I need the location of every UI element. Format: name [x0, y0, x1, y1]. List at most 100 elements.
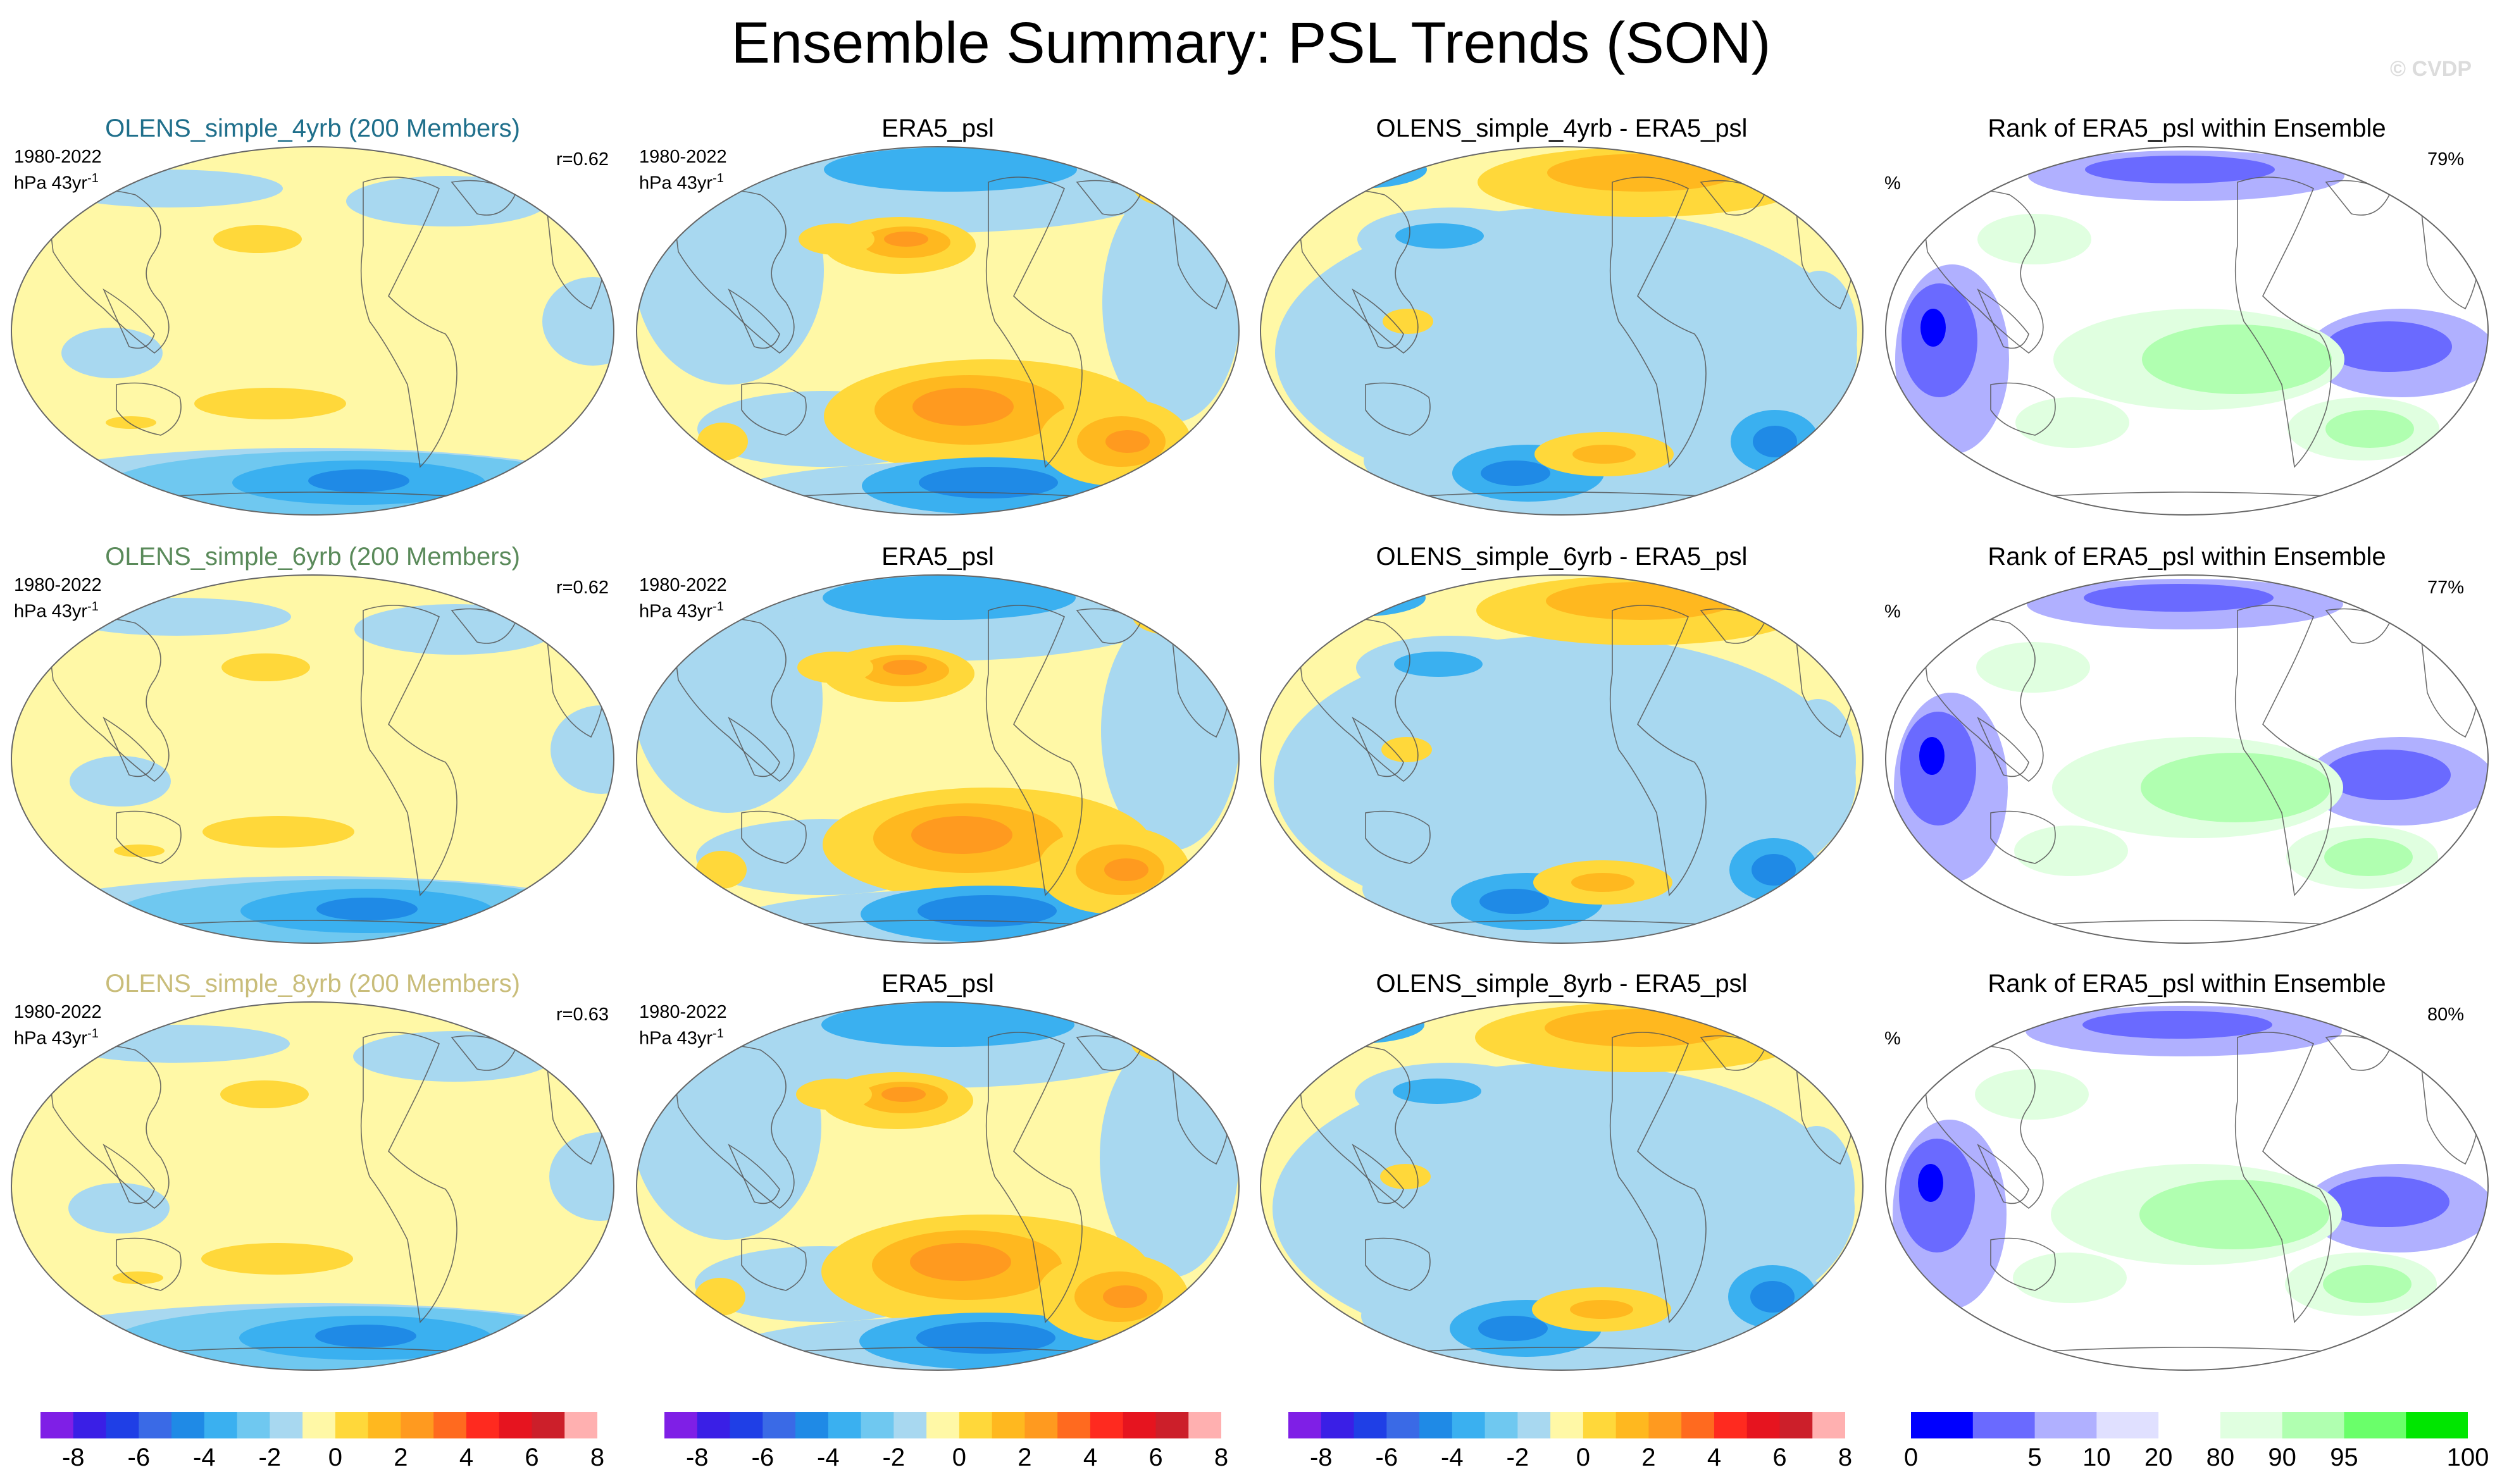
period-label: 1980-2022 — [639, 575, 727, 595]
colorbar-swatch — [1090, 1412, 1124, 1438]
model-map — [11, 146, 614, 516]
colorbar-tick-label: -4 — [817, 1444, 840, 1471]
colorbar-swatch — [1288, 1412, 1322, 1438]
colorbar-swatch — [2034, 1412, 2097, 1438]
colorbar-tick-label: -8 — [61, 1444, 85, 1471]
colorbar-swatch — [1517, 1412, 1551, 1438]
colorbar-swatch — [2282, 1412, 2344, 1438]
correlation-value: r=0.62 — [556, 578, 609, 598]
units-text: hPa 43yr — [14, 1028, 88, 1049]
colorbar-swatch — [204, 1412, 238, 1438]
colorbar-swatch — [466, 1412, 500, 1438]
diff-panel-title: OLENS_simple_8yrb - ERA5_psl — [1376, 970, 1748, 998]
colorbar-tick-label: 0 — [1576, 1444, 1590, 1471]
colorbar-swatch — [1419, 1412, 1453, 1438]
colorbar-tick-label: 80 — [2206, 1444, 2235, 1471]
colorbar-tick-label: 5 — [2027, 1444, 2042, 1471]
colorbar-swatch — [697, 1412, 731, 1438]
colorbar-swatch — [73, 1412, 107, 1438]
colorbar-swatch — [2220, 1412, 2283, 1438]
units-exponent: -1 — [713, 171, 724, 185]
period-label: 1980-2022 — [639, 147, 727, 167]
units-label: hPa 43yr-1 — [639, 1023, 724, 1049]
colorbar-swatch — [1123, 1412, 1156, 1438]
colorbar-tick-label: 0 — [1903, 1444, 1919, 1471]
diff-map — [1260, 1001, 1864, 1371]
colorbar-tick-label: -2 — [258, 1444, 282, 1471]
colorbar-swatch — [730, 1412, 763, 1438]
colorbar-swatch — [992, 1412, 1025, 1438]
colorbar-tick-label: 8 — [590, 1444, 605, 1471]
colorbar-swatch — [926, 1412, 960, 1438]
colorbar-swatch — [1155, 1412, 1189, 1438]
colorbar-swatch — [1681, 1412, 1715, 1438]
colorbar-tick-label: 4 — [1707, 1444, 1722, 1471]
colorbar-tick-label: -6 — [1375, 1444, 1398, 1471]
colorbar-swatch — [762, 1412, 796, 1438]
rank-panel-title: Rank of ERA5_psl within Ensemble — [1988, 970, 2386, 998]
colorbar-swatch — [2344, 1412, 2406, 1438]
obs-panel-title: ERA5_psl — [881, 114, 994, 142]
rank-map — [1885, 1001, 2489, 1371]
units-exponent: -1 — [87, 171, 99, 185]
units-exponent: -1 — [87, 1027, 99, 1041]
units-label: hPa 43yr-1 — [639, 168, 724, 194]
colorbar-swatch — [1354, 1412, 1387, 1438]
colorbar-tick-label: -6 — [127, 1444, 151, 1471]
trend-colorbar-3 — [1288, 1412, 1845, 1438]
colorbar-swatch — [861, 1412, 894, 1438]
obs-map — [636, 574, 1240, 944]
percent-unit: % — [1884, 173, 1901, 194]
units-label: hPa 43yr-1 — [14, 1023, 99, 1049]
diff-panel-title: OLENS_simple_6yrb - ERA5_psl — [1376, 543, 1748, 571]
colorbar-swatch — [1057, 1412, 1091, 1438]
colorbar-swatch — [1911, 1412, 1974, 1438]
correlation-value: r=0.62 — [556, 149, 609, 170]
colorbar-swatch — [171, 1412, 205, 1438]
colorbar-tick-label: 2 — [394, 1444, 408, 1471]
colorbar-tick-label: 8 — [1838, 1444, 1853, 1471]
colorbar-tick-label: 0 — [952, 1444, 966, 1471]
colorbar-swatch — [1386, 1412, 1420, 1438]
units-label: hPa 43yr-1 — [14, 168, 99, 194]
colorbar-swatch — [1484, 1412, 1518, 1438]
colorbar-swatch — [1648, 1412, 1682, 1438]
trend-colorbar-2 — [664, 1412, 1221, 1438]
units-label: hPa 43yr-1 — [639, 597, 724, 622]
model-map — [11, 1001, 614, 1371]
model-panel-title: OLENS_simple_4yrb (200 Members) — [105, 114, 520, 142]
colorbar-swatch — [1972, 1412, 2036, 1438]
colorbar-swatch — [1321, 1412, 1355, 1438]
rank-map — [1885, 146, 2489, 516]
correlation-value: r=0.63 — [556, 1005, 609, 1025]
colorbar-swatch — [1746, 1412, 1780, 1438]
obs-panel-title: ERA5_psl — [881, 543, 994, 571]
percent-unit: % — [1884, 602, 1901, 622]
colorbar-tick-label: -2 — [882, 1444, 906, 1471]
model-map — [11, 574, 614, 944]
rank-colorbar — [1911, 1412, 2468, 1438]
units-exponent: -1 — [87, 600, 99, 614]
colorbar-tick-label: 10 — [2082, 1444, 2111, 1471]
units-text: hPa 43yr — [14, 601, 88, 622]
credit-text: © CVDP — [2390, 57, 2472, 81]
period-label: 1980-2022 — [14, 147, 102, 167]
colorbar-tick-label: 0 — [328, 1444, 342, 1471]
rank-panel-title: Rank of ERA5_psl within Ensemble — [1988, 543, 2386, 571]
colorbar-tick-label: 6 — [1148, 1444, 1163, 1471]
colorbar-tick-label: -4 — [193, 1444, 216, 1471]
colorbar-swatch — [1615, 1412, 1649, 1438]
colorbar-tick-label: 4 — [1083, 1444, 1098, 1471]
period-label: 1980-2022 — [639, 1002, 727, 1022]
percent-unit: % — [1884, 1029, 1901, 1049]
colorbar-swatch — [2096, 1412, 2159, 1438]
colorbar-swatch — [237, 1412, 270, 1438]
colorbar-tick-label: 6 — [525, 1444, 539, 1471]
colorbar-swatch — [959, 1412, 993, 1438]
obs-map — [636, 146, 1240, 516]
colorbar-swatch — [2158, 1412, 2221, 1438]
colorbar-tick-label: -4 — [1441, 1444, 1464, 1471]
colorbar-tick-label: 20 — [2144, 1444, 2173, 1471]
units-exponent: -1 — [713, 1027, 724, 1041]
colorbar-swatch — [302, 1412, 336, 1438]
